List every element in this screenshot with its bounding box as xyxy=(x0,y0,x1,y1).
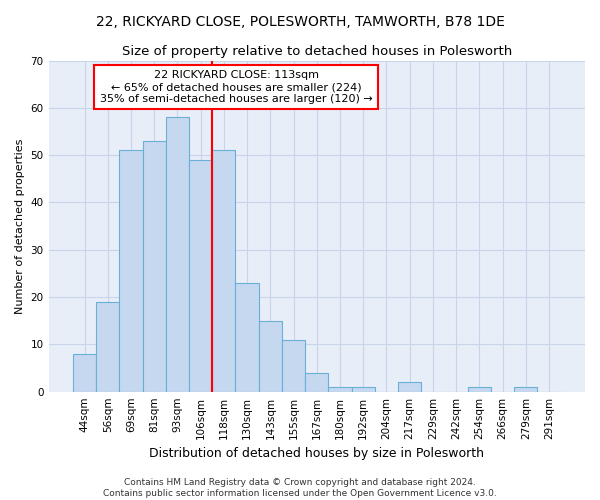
Bar xyxy=(189,160,212,392)
Bar xyxy=(352,387,375,392)
Text: 22 RICKYARD CLOSE: 113sqm
← 65% of detached houses are smaller (224)
35% of semi: 22 RICKYARD CLOSE: 113sqm ← 65% of detac… xyxy=(100,70,373,104)
Bar xyxy=(259,320,282,392)
Text: Contains HM Land Registry data © Crown copyright and database right 2024.
Contai: Contains HM Land Registry data © Crown c… xyxy=(103,478,497,498)
Bar xyxy=(212,150,235,392)
Bar xyxy=(119,150,143,392)
Y-axis label: Number of detached properties: Number of detached properties xyxy=(15,138,25,314)
Title: Size of property relative to detached houses in Polesworth: Size of property relative to detached ho… xyxy=(122,45,512,58)
Text: 22, RICKYARD CLOSE, POLESWORTH, TAMWORTH, B78 1DE: 22, RICKYARD CLOSE, POLESWORTH, TAMWORTH… xyxy=(95,15,505,29)
Bar xyxy=(305,373,328,392)
Bar xyxy=(96,302,119,392)
Bar xyxy=(398,382,421,392)
Bar xyxy=(73,354,96,392)
Bar xyxy=(282,340,305,392)
Bar xyxy=(143,141,166,392)
Bar xyxy=(235,283,259,392)
Bar xyxy=(514,387,538,392)
Bar xyxy=(468,387,491,392)
Bar xyxy=(166,118,189,392)
X-axis label: Distribution of detached houses by size in Polesworth: Distribution of detached houses by size … xyxy=(149,447,484,460)
Bar xyxy=(328,387,352,392)
